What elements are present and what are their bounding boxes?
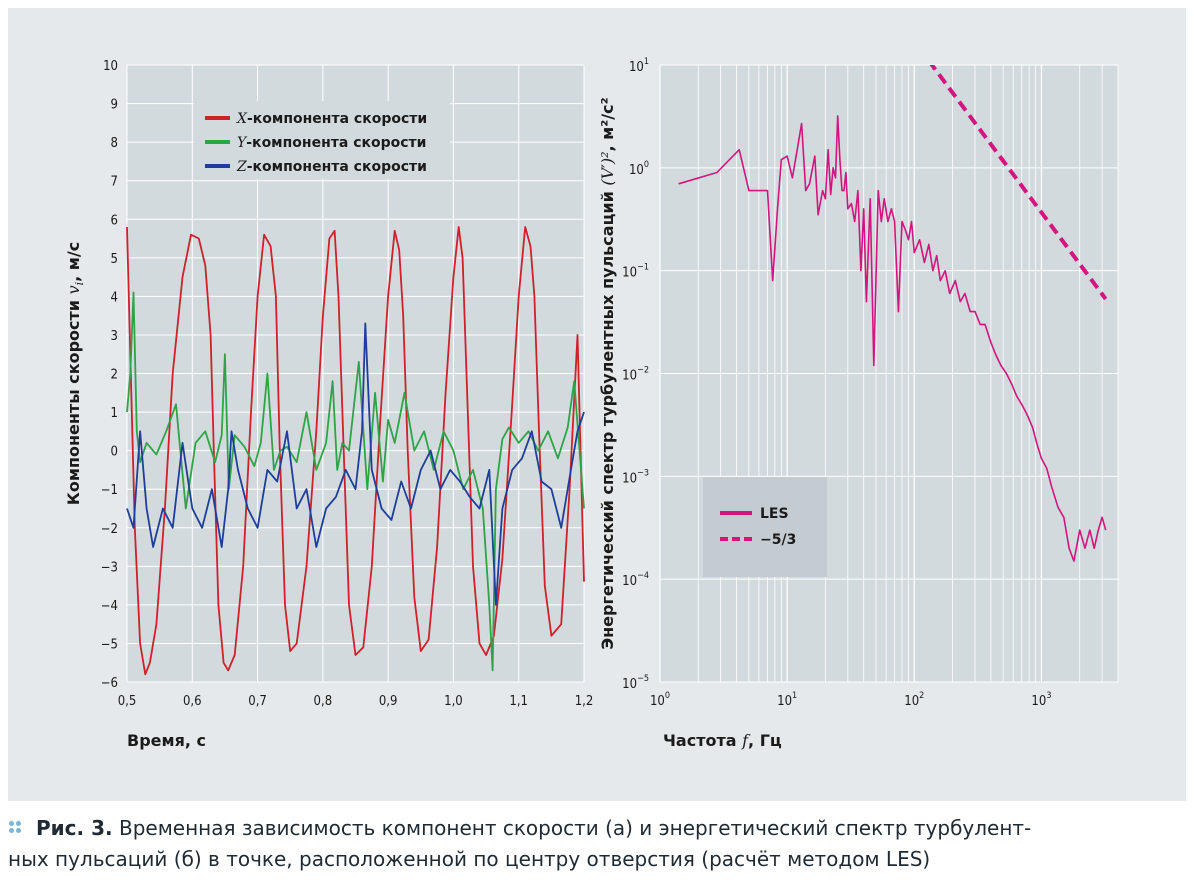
chart-a-y-tick: 4	[111, 290, 118, 305]
chart-b-y-tick: 10−4	[622, 571, 649, 589]
chart-a-y-tick: 2	[111, 368, 118, 383]
caption-line-2: ных пульсаций (б) в точке, расположенной…	[8, 847, 931, 871]
chart-a-y-tick: 5	[111, 252, 118, 267]
chart-a-series-y	[126, 291, 585, 672]
chart-b-x-tick: 103	[1031, 691, 1051, 709]
figure-caption: Рис. 3. Временная зависимость компонент …	[8, 813, 1188, 875]
chart-a-y-tick: −4	[101, 599, 118, 614]
chart-b-series-slope	[929, 65, 1108, 301]
chart-a-legend-label: Z-компонента скорости	[236, 159, 427, 175]
caption-label: Рис. 3.	[36, 816, 113, 840]
chart-b-x-tick: 100	[650, 691, 670, 709]
chart-a-y-tick: 1	[111, 406, 118, 421]
figure-charts: 0,5 0,6 0,7 0,8 0,9 1,0 1,1 1,2 −6 −5 −4 −3 −2 −1 0 1 2 3…	[64, 57, 1119, 750]
chart-a-y-tick: −2	[101, 522, 118, 537]
chart-a-x-tick: 0,5	[118, 694, 137, 709]
chart-b-gridlines	[659, 64, 1119, 683]
chart-b-legend: LES −5/3	[703, 477, 827, 577]
chart-a-series-z	[126, 322, 585, 606]
chart-a-legend-label: X-компонента скорости	[236, 111, 427, 127]
chart-a-legend-box	[194, 101, 450, 179]
chart-a-x-tick: 0,9	[379, 694, 398, 709]
chart-b-y-tick: 10−1	[622, 263, 649, 281]
chart-a-y-tick: 0	[111, 445, 118, 460]
chart-b-legend-label: LES	[760, 506, 789, 522]
chart-b-y-label: Энергетический спектр турбулентных пульс…	[598, 97, 617, 649]
chart-a-y-tick: −1	[101, 483, 118, 498]
caption-bullet-icon	[8, 820, 22, 834]
chart-a-x-label: Время, с	[127, 731, 206, 750]
caption-line-1: Временная зависимость компонент скорости…	[112, 816, 1032, 840]
chart-a-x-tick: 0,6	[183, 694, 202, 709]
chart-a-series-x	[126, 226, 585, 676]
chart-b-series-les	[678, 115, 1107, 562]
chart-b-legend-box	[703, 477, 827, 577]
chart-a-y-tick: −3	[101, 560, 118, 575]
chart-b-y-tick: 10−2	[622, 366, 649, 384]
chart-b-y-tick: 100	[629, 160, 649, 178]
chart-b-y-tick: 101	[629, 57, 649, 75]
chart-b-y-tick: 10−5	[622, 674, 649, 692]
chart-a-x-tick: 1,2	[575, 694, 594, 709]
chart-a-y-tick: 7	[111, 175, 118, 190]
chart-a-y-tick: 9	[111, 98, 118, 113]
chart-a-legend: X-компонента скорости Y-компонента скорос…	[194, 101, 450, 179]
chart-b-x-tick: 102	[904, 691, 924, 709]
chart-a-y-tick: −5	[101, 637, 118, 652]
chart-a-y-tick: 6	[111, 213, 118, 228]
chart-a-y-tick: 8	[111, 136, 118, 151]
chart-a-y-tick: −6	[101, 676, 118, 691]
chart-a-x-tick: 0,7	[248, 694, 267, 709]
figure-panel: 0,5 0,6 0,7 0,8 0,9 1,0 1,1 1,2 −6 −5 −4 −3 −2 −1 0 1 2 3…	[8, 8, 1186, 801]
chart-a-x-tick: 1,1	[509, 694, 528, 709]
chart-b-x-label: Частота f, Гц	[663, 731, 782, 750]
chart-b-x-tick: 101	[777, 691, 797, 709]
chart-a-y-label: Компоненты скорости vi, м/с	[64, 242, 86, 505]
chart-a-y-tick: 10	[103, 59, 118, 74]
chart-a-x-tick: 0,8	[314, 694, 333, 709]
chart-a-y-tick: 3	[111, 329, 118, 344]
chart-a-legend-label: Y-компонента скорости	[237, 135, 426, 151]
chart-b-y-tick: 10−3	[622, 468, 649, 486]
chart-b-legend-label: −5/3	[760, 532, 796, 548]
chart-a-x-tick: 1,0	[444, 694, 463, 709]
